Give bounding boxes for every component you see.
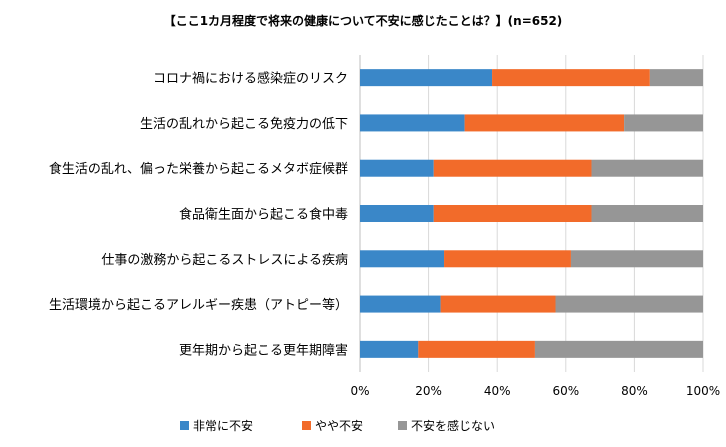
- bar-segment: [360, 69, 493, 87]
- x-tick-label: 20%: [415, 384, 442, 398]
- bar-segment: [534, 340, 703, 358]
- bar-segment: [360, 114, 465, 132]
- bar-segment: [360, 295, 441, 313]
- legend-label: やや不安: [315, 418, 363, 433]
- bar-segment: [360, 250, 445, 268]
- x-tick-label: 60%: [552, 384, 579, 398]
- bar-segment: [433, 159, 592, 177]
- x-tick-label: 100%: [686, 384, 720, 398]
- bar-segment: [624, 114, 703, 132]
- category-label: 仕事の激務から起こるストレスによる疾病: [101, 253, 348, 268]
- bar-segment: [360, 340, 419, 358]
- x-tick-label: 80%: [621, 384, 648, 398]
- bar-segment: [433, 205, 592, 222]
- bar-segment: [418, 340, 535, 358]
- bar-segment: [591, 159, 703, 177]
- x-tick-label: 40%: [484, 384, 511, 398]
- bar-segment: [649, 69, 703, 87]
- bar-segment: [555, 295, 703, 313]
- x-tick-labels: 0% 20% 40% 60% 80% 100%: [350, 384, 720, 398]
- x-tick-label: 0%: [350, 384, 369, 398]
- legend-label: 不安を感じない: [411, 418, 495, 433]
- category-label: 食生活の乱れ、偏った栄養から起こるメタボ症候群: [49, 161, 348, 177]
- legend-label: 非常に不安: [193, 418, 253, 433]
- bar-segments: [360, 69, 703, 358]
- bar-segment: [492, 69, 650, 87]
- bar-segment: [360, 159, 434, 177]
- category-label: コロナ禍における感染症のリスク: [153, 71, 348, 87]
- bar-segment: [440, 295, 556, 313]
- legend-swatch: [398, 421, 407, 430]
- legend: 非常に不安 やや不安 不安を感じない: [180, 418, 495, 433]
- category-labels: コロナ禍における感染症のリスク生活の乱れから起こる免疫力の低下食生活の乱れ、偏っ…: [49, 71, 348, 359]
- bar-segment: [570, 250, 703, 268]
- chart-title: 【ここ1カ月程度で将来の健康について不安に感じたことは？】(n=652): [164, 13, 563, 28]
- bar-segment: [591, 205, 703, 222]
- category-label: 生活環境から起こるアレルギー疾患（アトピー等）: [49, 297, 348, 313]
- legend-swatch: [180, 421, 189, 430]
- category-label: 更年期から起こる更年期障害: [179, 342, 348, 358]
- legend-swatch: [302, 421, 311, 430]
- category-label: 食品衛生面から起こる食中毒: [179, 207, 348, 223]
- category-label: 生活の乱れから起こる免疫力の低下: [140, 116, 348, 132]
- bar-segment: [444, 250, 571, 268]
- bar-segment: [464, 114, 625, 132]
- bar-segment: [360, 205, 434, 222]
